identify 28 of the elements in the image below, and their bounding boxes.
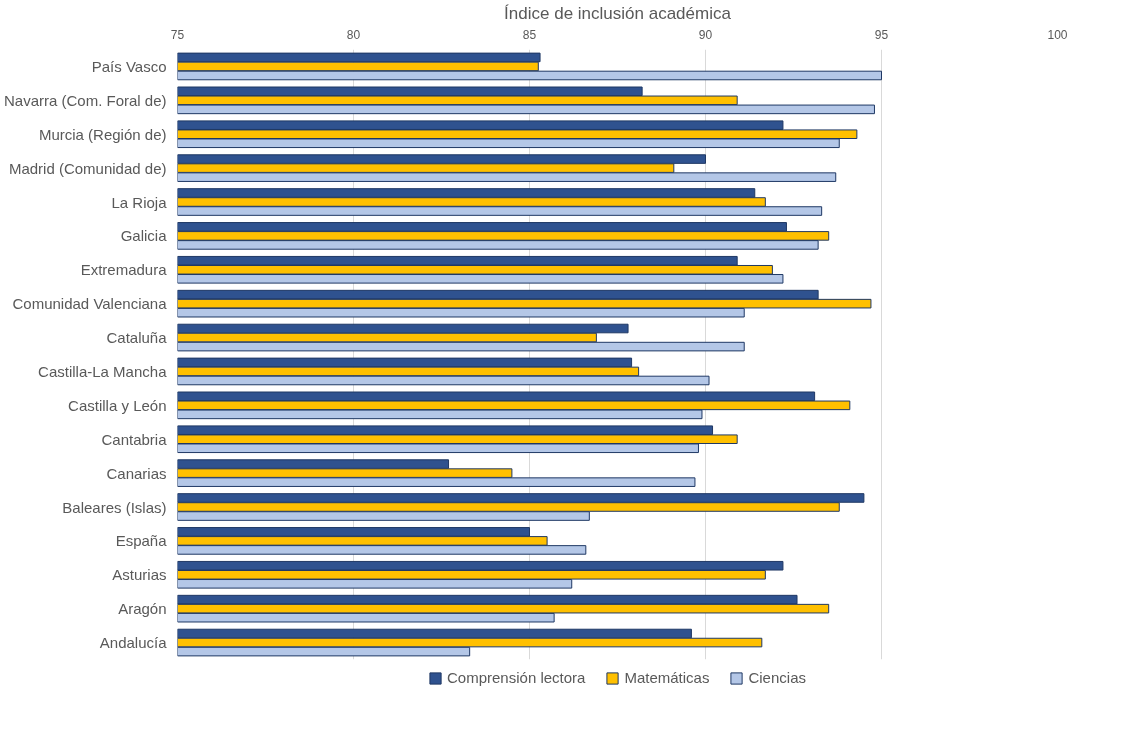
y-tick-label: Andalucía: [99, 634, 168, 652]
y-tick-label: Asturias: [112, 566, 167, 584]
x-tick-label: 90: [698, 27, 713, 42]
y-tick-label: Murcia (Región de): [38, 125, 167, 143]
y-tick-label: Madrid (Comunidad de): [8, 159, 167, 177]
y-tick-label: Cataluña: [106, 329, 168, 347]
y-tick-label: España: [115, 532, 168, 550]
legend-label: Ciencias: [748, 669, 806, 686]
y-tick-label: Castilla y León: [68, 396, 167, 414]
y-tick-label: La Rioja: [111, 193, 168, 211]
y-tick-label: País Vasco: [91, 57, 167, 75]
x-tick-label: 80: [346, 27, 361, 42]
y-tick-label: Cantabria: [101, 430, 168, 448]
x-tick-label: 100: [1047, 27, 1068, 42]
y-tick-label: Navarra (Com. Foral de): [3, 91, 167, 109]
x-axis-title: Índice de inclusión académica: [504, 3, 732, 23]
y-tick-label: Castilla-La Mancha: [38, 362, 168, 380]
y-tick-label: Aragón: [118, 600, 167, 618]
x-tick-label: 95: [874, 27, 889, 42]
x-tick-label: 75: [170, 27, 185, 42]
legend-label: Matemáticas: [624, 669, 710, 686]
y-tick-label: Extremadura: [80, 261, 168, 279]
y-tick-label: Baleares (Islas): [62, 498, 167, 516]
y-tick-label: Canarias: [106, 464, 167, 482]
legend-label: Comprensión lectora: [447, 669, 586, 686]
y-tick-label: Comunidad Valenciana: [12, 295, 168, 313]
x-tick-label: 85: [522, 27, 537, 42]
y-tick-label: Galicia: [120, 227, 168, 245]
